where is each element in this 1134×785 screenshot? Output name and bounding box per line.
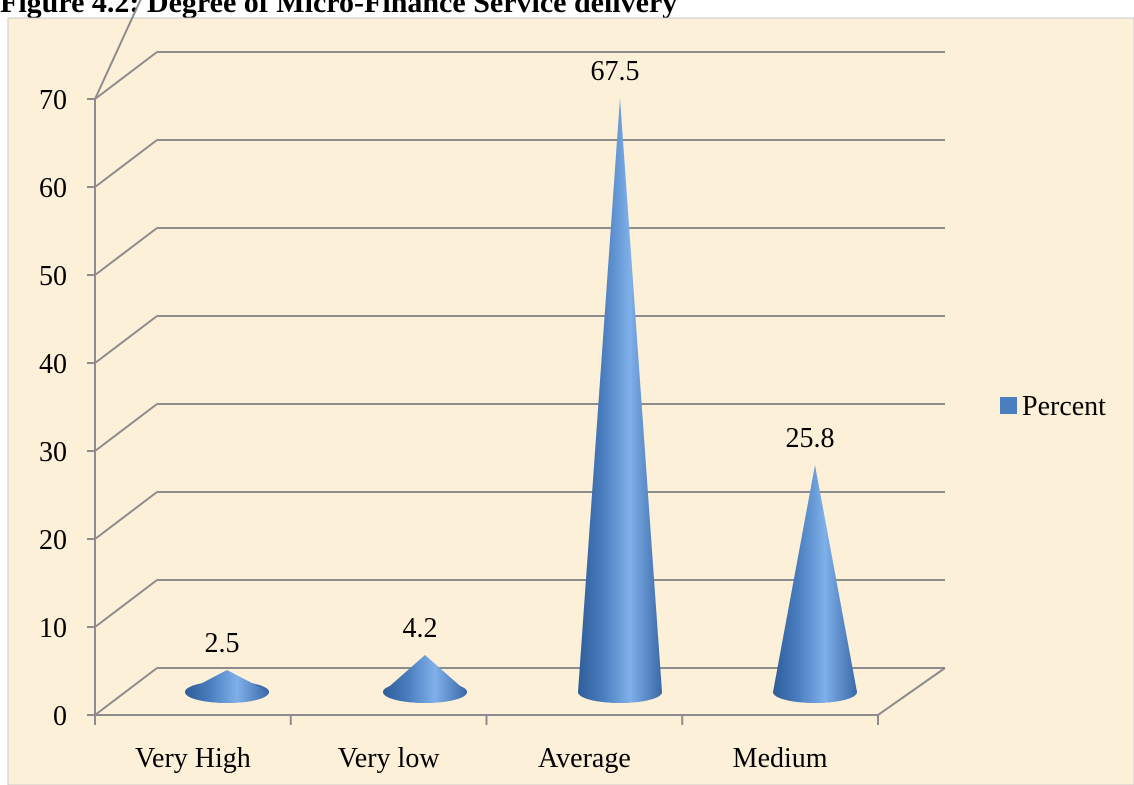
side-gridline	[94, 403, 158, 452]
category-label: Average	[538, 743, 631, 774]
category-label: Very low	[338, 743, 441, 774]
y-tick-label: 50	[39, 261, 67, 292]
side-gridline	[94, 491, 158, 540]
y-tick-label: 0	[53, 701, 67, 732]
side-gridline	[94, 139, 158, 188]
y-tick-label: 60	[39, 173, 67, 204]
data-label: 67.5	[591, 56, 640, 87]
y-tick-label: 30	[39, 437, 67, 468]
cone-bar	[185, 670, 269, 703]
y-tick-label: 20	[39, 525, 67, 556]
figure-title: Figure 4.2: Degree of Micro-Finance Serv…	[0, 0, 678, 19]
side-gridline	[94, 227, 158, 276]
side-gridline	[94, 667, 158, 716]
category-label: Very High	[135, 743, 251, 774]
cone-body	[578, 98, 662, 703]
y-tick-label: 40	[39, 349, 67, 380]
chart-area	[7, 17, 1134, 785]
floor-right-edge	[877, 667, 946, 716]
cone-bar	[383, 655, 467, 703]
legend-label: Percent	[1022, 391, 1106, 422]
data-label: 25.8	[786, 423, 835, 454]
y-tick-label: 70	[39, 85, 67, 116]
data-label: 2.5	[205, 628, 240, 659]
cone-body	[773, 464, 857, 703]
cone-body	[185, 670, 269, 703]
category-label: Medium	[733, 743, 828, 774]
cone-body	[383, 655, 467, 703]
side-gridline	[94, 315, 158, 364]
side-gridline	[94, 579, 158, 628]
data-label: 4.2	[403, 613, 438, 644]
legend-swatch	[1000, 397, 1017, 414]
cone-bar	[578, 98, 662, 703]
side-gridline	[94, 51, 158, 100]
side-gridline	[94, 0, 142, 100]
cone-bar	[773, 464, 857, 703]
y-tick-label: 10	[39, 613, 67, 644]
legend: Percent	[1000, 391, 1106, 422]
